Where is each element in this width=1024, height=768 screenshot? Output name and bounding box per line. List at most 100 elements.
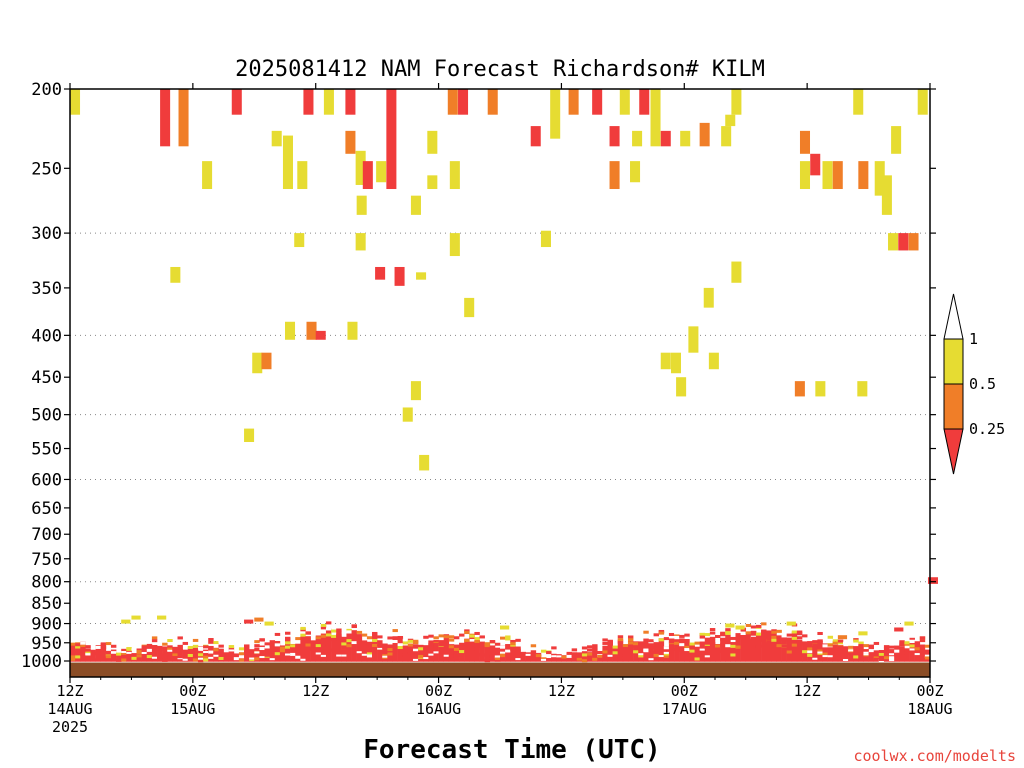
ri-cell-low [325,629,332,662]
ri-cell-low [786,621,796,626]
ri-cell-low [464,629,470,633]
ri-cell-low [484,644,491,648]
ri-cell-low [489,645,496,662]
ri-cell-low [638,643,644,647]
ri-cell [416,272,427,280]
ri-cell-low [597,651,603,655]
ri-cell [888,233,899,251]
ri-cell-low [766,637,772,641]
ri-cell-low [172,647,178,651]
ri-cell-low [515,646,521,662]
ri-cell [858,161,869,190]
ri-cell-low [914,633,921,637]
ri-cell-low [740,628,747,632]
x-tick-label: 12Z [548,682,575,700]
ri-cell-low [500,654,506,658]
ri-cell-low [684,648,690,652]
ri-cell-low [356,634,363,662]
ri-cell-low [320,623,327,627]
ri-cell [799,130,811,154]
ri-cell [315,330,326,340]
ri-cell-low [249,649,255,662]
x-tick-label: 2025 [52,718,88,736]
ri-cell-low [546,658,552,662]
ri-cell-low [878,652,885,656]
ri-cell [799,161,811,190]
ri-cell-low [325,621,332,625]
ri-cell-low [192,644,199,648]
ri-cell-low [197,646,204,650]
ri-cell-low [924,656,931,660]
ri-cell-low [489,640,496,644]
ri-cell-low [474,639,480,662]
ri-cell [449,233,460,257]
ri-cell-low [561,655,567,659]
ri-cell-low [581,653,588,657]
ri-cell-low [428,634,434,638]
ri-cell-low [244,650,250,654]
ri-gap [817,651,823,654]
ri-gap [131,648,137,651]
ri-cell-low [802,653,808,657]
ri-cell-low [397,635,404,639]
ri-cell-low [602,638,608,642]
ri-cell-low [274,632,281,636]
ri-cell-low [663,652,670,656]
ri-cell-low [274,643,281,647]
y-tick-label: 500 [31,406,62,426]
ri-cell-low [750,625,757,629]
ri-cell-low [781,636,787,662]
ri-cell-low [182,649,189,653]
ri-cell-low [126,647,132,651]
ground-band [70,662,930,677]
ri-cell-low [213,641,219,645]
ri-cell-low [336,628,342,632]
ri-cell-low [853,646,859,650]
ri-cell-low [75,647,81,662]
ri-gap [85,653,91,656]
ri-gap [658,655,665,658]
ri-cell-low [402,641,409,645]
ri-cell-low [228,657,235,661]
ri-gap [382,655,388,658]
legend-label: 1 [969,330,978,348]
ri-cell-low [761,622,767,626]
ri-gap [551,655,557,658]
ri-cell-low [735,645,741,649]
ri-cell-low [510,642,516,646]
ri-cell-low [351,625,357,629]
ri-cell-low [377,646,383,650]
ri-cell-low [157,645,163,649]
ri-cell-low [607,643,613,647]
ri-cell-low [842,646,849,650]
ri-cell-low [530,644,537,648]
ri-cell-low [663,637,670,641]
ri-cell-low [781,644,787,648]
ri-cell-low [315,647,322,651]
ri-cell-low [269,643,276,647]
ri-cell-low [197,659,204,663]
ri-gap [494,655,501,658]
ri-cell-low [587,652,593,662]
ri-cell [708,352,719,370]
ri-cell-low [315,636,322,640]
ri-cell-low [914,647,921,651]
ri-cell-low [448,644,455,662]
ri-cell-low [791,630,798,634]
ri-cell [345,130,356,154]
ri-cell [170,266,181,283]
ri-gap [638,653,644,656]
ri-cell [285,321,296,340]
ri-cell-low [745,631,752,662]
ri-gap [842,659,849,662]
ri-cell-low [694,641,700,645]
ri-cell-low [786,633,793,637]
ri-cell [550,89,561,139]
ri-cell-low [643,649,649,653]
ri-cell-low [264,648,270,652]
ri-cell-low [904,649,910,662]
ri-cell-low [827,635,834,639]
ri-cell-low [464,638,470,642]
ri-cell-low [668,638,675,662]
ri-gap [141,651,148,654]
